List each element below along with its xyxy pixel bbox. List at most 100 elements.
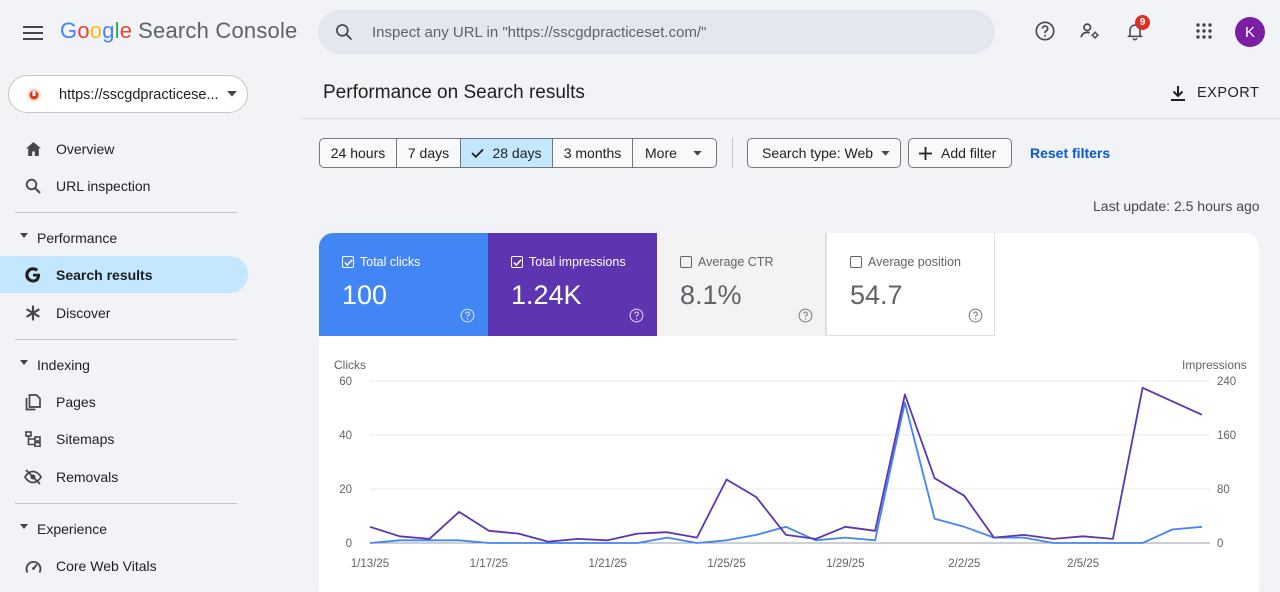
checkbox-checked-icon (511, 256, 523, 268)
y-tick-left: 0 (346, 538, 352, 550)
x-tick-label: 1/21/25 (589, 558, 627, 570)
performance-card: Total clicks 100 Total impressions 1.24K… (319, 233, 1259, 592)
left-axis-title: Clicks (334, 358, 366, 372)
sidebar-item-search-results[interactable]: Search results (0, 256, 248, 293)
x-tick-label: 1/29/25 (826, 558, 864, 570)
metric-average-position[interactable]: Average position 54.7 (826, 233, 995, 336)
x-tick-label: 1/25/25 (707, 558, 745, 570)
checkbox-unchecked-icon (680, 256, 692, 268)
help-button[interactable] (1032, 18, 1058, 44)
search-console-logo[interactable]: Google Search Console (60, 18, 298, 44)
apps-grid-icon (1196, 23, 1212, 39)
filter-separator (732, 138, 733, 168)
sidebar-divider (15, 339, 237, 340)
help-circle-icon[interactable] (629, 308, 644, 323)
home-icon (24, 140, 42, 158)
sidebar-item-pages[interactable]: Pages (0, 383, 248, 420)
metric-total-impressions[interactable]: Total impressions 1.24K (488, 233, 657, 336)
metric-label: Average position (868, 255, 961, 269)
sidebar-item-label: Search results (56, 267, 153, 283)
y-tick-left: 40 (339, 430, 352, 442)
metric-value: 8.1% (680, 280, 742, 310)
metric-average-ctr[interactable]: Average CTR 8.1% (657, 233, 826, 336)
sidebar-item-url-inspection[interactable]: URL inspection (0, 167, 248, 204)
sidebar-item-sitemaps[interactable]: Sitemaps (0, 420, 248, 457)
reset-filters-link[interactable]: Reset filters (1030, 145, 1111, 161)
url-inspection-search-bar[interactable] (318, 10, 995, 54)
sidebar-divider (15, 503, 237, 504)
sidebar-item-label: URL inspection (56, 178, 151, 194)
section-experience-toggle[interactable]: Experience (0, 513, 248, 543)
apps-button[interactable] (1191, 18, 1217, 44)
metric-value: 54.7 (850, 280, 903, 310)
sidebar-item-label: Overview (56, 141, 115, 157)
date-range-3-months[interactable]: 3 months (553, 139, 633, 167)
checkmark-icon (471, 148, 485, 158)
section-performance-toggle[interactable]: Performance (0, 222, 248, 252)
y-tick-right: 240 (1217, 376, 1236, 388)
download-icon (1170, 85, 1186, 102)
metric-value: 1.24K (511, 280, 582, 310)
date-range-more-dropdown[interactable]: More (633, 139, 716, 167)
pages-icon (24, 393, 42, 411)
date-range-24-hours[interactable]: 24 hours (320, 139, 397, 167)
date-range-28-days[interactable]: 28 days (461, 139, 553, 167)
google-g-icon (24, 266, 42, 284)
sidebar-item-core-web-vitals[interactable]: Core Web Vitals (0, 547, 248, 584)
search-icon (336, 24, 353, 41)
collapse-triangle-icon (20, 524, 28, 529)
sidebar-item-label: Sitemaps (56, 431, 115, 447)
sitemap-icon (24, 430, 42, 448)
metric-header: Total impressions (511, 255, 626, 269)
x-tick-label: 2/2/25 (948, 558, 980, 570)
section-indexing-toggle[interactable]: Indexing (0, 349, 248, 379)
search-type-label: Search type: Web (762, 145, 874, 161)
site-favicon-icon (27, 88, 41, 102)
account-avatar[interactable]: K (1235, 17, 1265, 47)
metric-header: Average position (850, 255, 961, 269)
eye-off-icon (24, 468, 42, 486)
help-circle-icon[interactable] (460, 308, 475, 323)
section-title: Performance (37, 230, 118, 246)
y-tick-left: 20 (339, 484, 352, 496)
collapse-triangle-icon (20, 233, 28, 238)
help-circle-icon[interactable] (798, 308, 813, 323)
user-settings-button[interactable] (1077, 18, 1103, 44)
sidebar-item-label: Discover (56, 305, 111, 321)
date-range-label: 3 months (563, 145, 622, 161)
speedometer-icon (24, 557, 42, 575)
metric-header: Average CTR (680, 255, 774, 269)
search-type-filter[interactable]: Search type: Web (747, 138, 901, 168)
export-button[interactable]: EXPORT (1170, 82, 1259, 104)
metric-label: Total impressions (529, 255, 626, 269)
last-update-text: Last update: 2.5 hours ago (1093, 198, 1260, 214)
performance-chart[interactable]: Clicks Impressions 60 240 40 160 20 80 0 0 1/13/… (319, 353, 1259, 592)
series-line-clicks[interactable] (369, 401, 1203, 544)
help-circle-icon[interactable] (968, 308, 983, 323)
x-tick-label: 2/5/25 (1067, 558, 1099, 570)
checkbox-checked-icon (342, 256, 354, 268)
date-range-7-days[interactable]: 7 days (397, 139, 461, 167)
sidebar-item-overview[interactable]: Overview (0, 130, 248, 167)
search-icon (24, 177, 42, 195)
sidebar-item-removals[interactable]: Removals (0, 458, 248, 495)
hamburger-menu-icon (23, 26, 43, 40)
url-inspection-input[interactable] (372, 20, 972, 44)
property-selector[interactable]: https://sscgdpracticese... (8, 75, 248, 113)
main-menu-button[interactable] (18, 18, 48, 48)
metric-total-clicks[interactable]: Total clicks 100 (319, 233, 488, 336)
page-title: Performance on Search results (323, 82, 585, 103)
line-chart-svg: 60 240 40 160 20 80 0 0 1/13/25 1/17/25 1/21/25 1/2… (339, 376, 1236, 570)
series-line-impressions[interactable] (369, 386, 1203, 543)
date-range-label: 7 days (407, 145, 450, 161)
y-tick-right: 0 (1217, 538, 1223, 550)
metric-label: Average CTR (698, 255, 774, 269)
help-circle-icon (1035, 21, 1055, 41)
y-tick-right: 80 (1217, 484, 1230, 496)
date-range-selector: 24 hours 7 days 28 days 3 months More (319, 138, 717, 168)
y-tick-left: 60 (339, 376, 352, 388)
product-name: Search Console (138, 18, 298, 43)
y-tick-right: 160 (1217, 430, 1236, 442)
add-filter-button[interactable]: Add filter (908, 138, 1012, 168)
sidebar-item-discover[interactable]: Discover (0, 294, 248, 331)
